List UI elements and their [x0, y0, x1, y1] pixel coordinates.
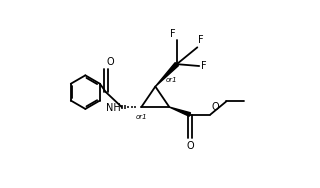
Text: F: F	[198, 36, 204, 45]
Polygon shape	[169, 107, 190, 116]
Text: O: O	[211, 102, 219, 112]
Polygon shape	[155, 63, 179, 86]
Text: O: O	[107, 57, 115, 67]
Text: O: O	[186, 141, 194, 151]
Text: or1: or1	[136, 114, 147, 120]
Text: NH: NH	[106, 103, 120, 113]
Text: F: F	[170, 29, 176, 39]
Text: or1: or1	[165, 77, 177, 83]
Text: F: F	[201, 61, 207, 71]
